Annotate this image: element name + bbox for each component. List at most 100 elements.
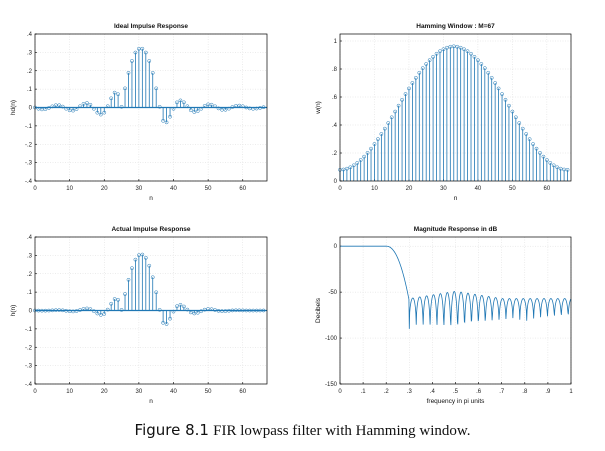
stem-marker <box>133 257 138 262</box>
y-tick-label: -.2 <box>25 345 33 351</box>
stem-marker <box>150 70 155 75</box>
stem-marker <box>448 44 453 49</box>
x-axis-label: n <box>454 195 458 202</box>
stem-marker <box>85 101 89 105</box>
y-axis-label: w(n) <box>315 101 322 115</box>
stem-marker <box>164 322 169 326</box>
stem-marker <box>71 309 75 314</box>
stem-marker <box>486 70 491 75</box>
stem-marker <box>534 146 539 151</box>
chart-title: Ideal Impulse Response <box>114 23 188 30</box>
figure-caption: Figure 8.1 FIR lowpass filter with Hammi… <box>0 421 605 440</box>
stem-marker <box>95 311 100 316</box>
stem-marker <box>195 310 200 315</box>
stem-marker <box>441 47 446 52</box>
stem-marker <box>202 307 207 312</box>
stem-marker <box>389 115 394 120</box>
stem-marker <box>175 100 179 105</box>
chart-magnitude-response: 0 .1 .2 .3 .4 .5 .6 .7 .8 .9 1 -150 -100 -50 0 Magnitud… <box>315 226 573 405</box>
y-tick-label: .2 <box>332 151 338 157</box>
stem-marker <box>396 103 401 108</box>
chart-actual-impulse-response: 0 10 20 30 40 50 60 -.4 -.3 -.2 -.1 0 .1 .2 .3 .4 Actual… <box>10 226 268 405</box>
stem-marker <box>192 110 197 114</box>
stem-marker <box>417 70 422 75</box>
stem-marker <box>403 92 408 96</box>
stem-marker <box>496 86 501 91</box>
y-tick-label: .6 <box>332 95 338 101</box>
chart-title: Actual Impulse Response <box>111 226 190 233</box>
stem-marker <box>510 109 515 114</box>
stem-marker <box>92 309 96 314</box>
y-tick-label: -50 <box>328 290 337 296</box>
y-tick-label: 0 <box>334 244 338 250</box>
stem-marker <box>527 137 532 141</box>
stem-marker <box>520 126 525 131</box>
stem-marker <box>209 102 214 107</box>
x-tick-label: 1 <box>569 389 573 395</box>
x-tick-label: 60 <box>239 389 246 395</box>
stem-marker <box>382 126 387 131</box>
stem-marker <box>407 86 411 91</box>
stem-marker <box>541 154 546 159</box>
stem-marker <box>455 44 460 49</box>
x-tick-label: .8 <box>522 389 528 395</box>
x-tick-label: 30 <box>136 389 143 395</box>
stem-marker <box>143 50 148 55</box>
magnitude-line <box>340 245 572 329</box>
y-tick-label: -150 <box>325 382 338 388</box>
stem-marker <box>185 307 190 312</box>
y-tick-label: -.4 <box>25 179 33 185</box>
stem-marker <box>182 100 186 105</box>
y-tick-label: .4 <box>332 123 338 129</box>
stem-marker <box>545 158 549 162</box>
stem-marker <box>220 309 224 314</box>
figure-caption-text: FIR lowpass filter with Hamming window. <box>213 423 471 439</box>
stem-marker <box>414 75 418 80</box>
stem-marker <box>168 316 172 321</box>
stem-marker <box>137 46 141 51</box>
stem-marker <box>376 137 380 141</box>
y-tick-label: .3 <box>27 253 33 259</box>
stem-marker <box>112 297 117 301</box>
stem-marker <box>188 108 193 113</box>
x-tick-label: 30 <box>136 186 143 192</box>
stem-marker <box>57 103 62 108</box>
stem-marker <box>431 54 435 59</box>
axes-frame <box>34 236 268 385</box>
stem-marker <box>119 104 124 109</box>
stem-marker <box>517 121 522 125</box>
axes-frame <box>339 236 572 385</box>
x-tick-label: 10 <box>371 186 378 192</box>
stem-marker <box>157 307 162 312</box>
y-tick-label: -.3 <box>25 161 33 167</box>
stem-marker <box>71 108 75 113</box>
stem-marker <box>140 46 145 51</box>
axes-frame <box>339 33 572 182</box>
stem-marker <box>479 62 484 66</box>
stem-marker <box>150 275 155 280</box>
stem-marker <box>438 49 442 54</box>
stem-marker <box>355 161 360 165</box>
stem-marker <box>147 59 152 63</box>
stem-marker <box>216 106 221 111</box>
stem-marker <box>98 112 103 117</box>
stem-marker <box>67 309 72 314</box>
stem-marker <box>178 302 183 307</box>
stem-marker <box>112 90 117 95</box>
stem-marker <box>147 263 152 268</box>
stem-marker <box>116 92 120 97</box>
stem-marker <box>513 115 518 120</box>
stem-marker <box>558 166 563 171</box>
y-tick-label: -.4 <box>25 382 33 388</box>
x-tick-label: 10 <box>66 389 73 395</box>
stem-marker <box>143 255 148 260</box>
chart-title: Hamming Window : M=67 <box>416 23 495 30</box>
y-axis-label: Decibels <box>315 297 322 323</box>
stem-marker <box>500 92 504 96</box>
stem-marker <box>109 96 114 101</box>
plot-area <box>340 34 571 181</box>
stem-marker <box>345 166 349 171</box>
x-tick-label: .4 <box>430 389 436 395</box>
axes-frame <box>34 33 268 182</box>
stem-marker <box>362 154 366 159</box>
